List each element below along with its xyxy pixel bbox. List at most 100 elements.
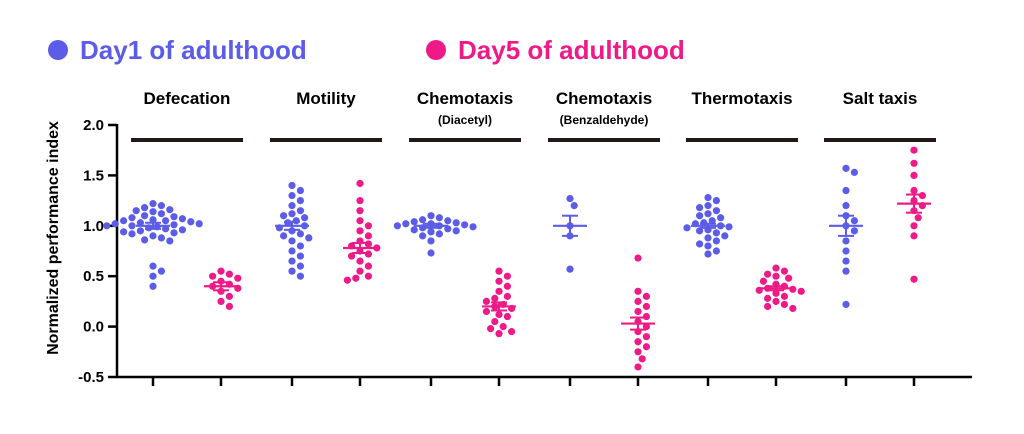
data-point bbox=[187, 218, 195, 226]
group-3: Chemotaxis (Benzaldehyde) bbox=[548, 89, 660, 371]
data-point bbox=[364, 262, 372, 270]
data-point bbox=[288, 247, 296, 255]
data-point bbox=[772, 289, 780, 297]
data-point bbox=[712, 197, 721, 205]
data-point bbox=[696, 227, 704, 235]
data-point bbox=[410, 226, 418, 234]
data-point bbox=[708, 217, 716, 225]
data-point bbox=[495, 310, 503, 319]
data-point bbox=[842, 164, 850, 172]
data-point bbox=[704, 210, 712, 218]
data-point bbox=[634, 287, 642, 295]
data-point bbox=[225, 270, 233, 278]
data-point bbox=[195, 220, 203, 228]
data-point bbox=[364, 240, 372, 248]
data-point bbox=[452, 219, 460, 227]
data-point bbox=[842, 237, 850, 245]
data-point bbox=[288, 267, 296, 275]
data-point bbox=[910, 222, 918, 230]
data-point bbox=[508, 328, 516, 336]
data-point bbox=[910, 186, 918, 195]
data-point bbox=[356, 217, 364, 225]
x-ticks bbox=[151, 377, 916, 386]
data-point bbox=[642, 343, 651, 351]
data-point bbox=[364, 272, 372, 280]
data-point bbox=[157, 210, 165, 218]
data-point bbox=[491, 317, 499, 326]
data-point bbox=[157, 202, 165, 210]
data-point bbox=[141, 204, 149, 212]
data-point bbox=[764, 270, 772, 278]
data-point bbox=[842, 257, 850, 265]
data-point bbox=[918, 191, 927, 200]
data-point bbox=[461, 221, 469, 229]
data-point bbox=[166, 237, 174, 245]
data-point bbox=[910, 171, 918, 179]
data-point bbox=[503, 272, 511, 280]
group-title: Thermotaxis bbox=[691, 89, 792, 108]
data-point bbox=[721, 232, 729, 240]
data-point bbox=[170, 229, 178, 237]
data-point bbox=[296, 197, 304, 205]
data-point bbox=[642, 312, 651, 321]
data-point bbox=[166, 206, 174, 214]
data-point bbox=[444, 225, 452, 233]
data-point bbox=[209, 272, 217, 280]
data-point bbox=[495, 277, 503, 285]
data-point bbox=[759, 277, 768, 285]
data-point bbox=[288, 202, 296, 210]
data-point bbox=[499, 323, 507, 331]
data-point bbox=[296, 207, 304, 215]
data-point bbox=[157, 267, 165, 275]
group-subtitle: (Diacetyl) bbox=[438, 113, 492, 127]
y-tick-label: 1.0 bbox=[83, 218, 104, 235]
data-point bbox=[634, 338, 642, 346]
data-point bbox=[780, 300, 789, 309]
data-point bbox=[225, 292, 233, 300]
data-point bbox=[292, 217, 300, 225]
data-point bbox=[452, 227, 460, 235]
data-point bbox=[427, 212, 435, 220]
data-point bbox=[364, 232, 372, 240]
data-point bbox=[427, 237, 435, 245]
data-point bbox=[427, 249, 435, 257]
data-point bbox=[149, 262, 157, 270]
legend-marker-day5 bbox=[426, 40, 446, 60]
data-point bbox=[296, 186, 304, 195]
data-point bbox=[789, 304, 797, 313]
data-point bbox=[141, 212, 149, 220]
legend: Day1 of adulthood Day5 of adulthood bbox=[48, 35, 685, 65]
data-point bbox=[570, 202, 578, 210]
data-point bbox=[217, 267, 225, 275]
data-point bbox=[157, 234, 165, 242]
data-point bbox=[704, 202, 712, 210]
data-point bbox=[638, 355, 646, 363]
legend-label-day5: Day5 of adulthood bbox=[458, 35, 685, 65]
data-point bbox=[288, 237, 296, 245]
data-point bbox=[356, 197, 364, 205]
data-point bbox=[910, 146, 918, 154]
data-point bbox=[170, 213, 178, 221]
data-point bbox=[712, 229, 721, 237]
data-point bbox=[482, 297, 490, 305]
data-point bbox=[503, 292, 511, 300]
y-tick-label: 2.0 bbox=[83, 117, 104, 134]
data-point bbox=[696, 240, 704, 248]
data-point bbox=[419, 216, 427, 224]
data-point bbox=[780, 292, 789, 300]
group-subtitle: (Benzaldehyde) bbox=[560, 113, 649, 127]
data-point bbox=[482, 307, 490, 316]
data-point bbox=[120, 228, 128, 236]
legend-marker-day1 bbox=[48, 40, 68, 60]
y-axis-title: Normalized performance index bbox=[45, 121, 62, 355]
data-point bbox=[178, 226, 186, 234]
data-point bbox=[772, 297, 780, 305]
data-point bbox=[149, 272, 157, 280]
data-point bbox=[566, 194, 574, 203]
data-point bbox=[712, 207, 721, 215]
data-point bbox=[280, 212, 288, 220]
data-point bbox=[427, 228, 435, 236]
data-point bbox=[842, 202, 850, 210]
data-point bbox=[503, 312, 511, 321]
group-title: Salt taxis bbox=[843, 89, 918, 108]
